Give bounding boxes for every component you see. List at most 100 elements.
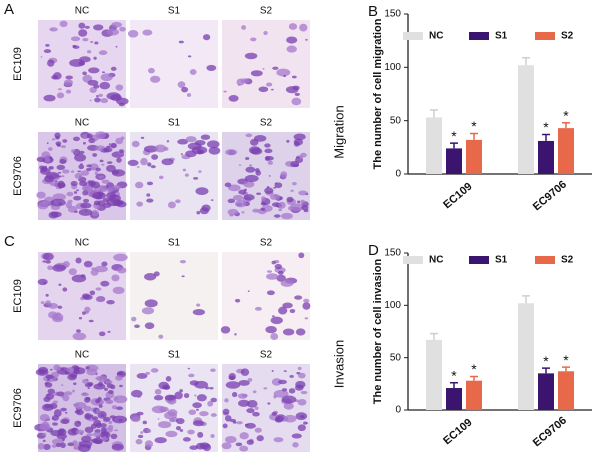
cell: [136, 373, 148, 379]
cell: [151, 154, 159, 160]
cell: [127, 159, 139, 167]
cell: [62, 394, 70, 402]
cell: [271, 369, 274, 373]
cell: [100, 423, 107, 428]
cell: [252, 390, 257, 394]
cell: [179, 389, 183, 393]
cell: [74, 210, 78, 213]
cell: [181, 275, 185, 278]
cell: [183, 393, 190, 399]
cell: [110, 66, 117, 71]
cell: [72, 136, 80, 142]
cell: [43, 282, 47, 285]
cell: [53, 409, 62, 417]
cell: [42, 252, 54, 261]
cell: [158, 421, 172, 429]
cell: [75, 257, 82, 264]
error-bar: [450, 382, 458, 389]
cell: [49, 368, 53, 371]
cell: [150, 368, 159, 373]
significance: *: [471, 361, 477, 377]
cell: [95, 131, 107, 139]
cell: [107, 424, 114, 430]
cell: [291, 181, 297, 186]
cell: [56, 391, 65, 397]
cell: [225, 435, 237, 444]
cell: [250, 70, 263, 77]
cell: [47, 59, 55, 67]
cell: [192, 402, 202, 409]
cell: [73, 401, 87, 410]
cell: [89, 99, 92, 102]
micrograph: [130, 252, 218, 340]
cell: [300, 390, 308, 395]
cell: [95, 376, 104, 381]
cell: [80, 202, 92, 209]
cell: [60, 145, 66, 149]
cell: [303, 209, 309, 213]
cell: [57, 171, 62, 174]
cell: [92, 153, 98, 158]
cell: [37, 201, 49, 210]
cell: [157, 418, 160, 420]
error-bar: [430, 109, 438, 118]
cell: [186, 93, 192, 97]
cell: [70, 36, 81, 42]
bar: [426, 339, 442, 410]
cell: [154, 437, 167, 444]
cell: [197, 431, 204, 438]
cell: [195, 187, 209, 195]
cell: [85, 366, 90, 370]
cell: [119, 384, 123, 388]
cell: [105, 399, 114, 405]
legend-label: S2: [561, 31, 574, 42]
cell: [175, 418, 185, 425]
bar: [446, 148, 462, 174]
cell: [71, 274, 87, 283]
cell: [291, 97, 302, 106]
cell: [43, 94, 56, 102]
cell: [56, 92, 65, 99]
cell: [224, 182, 232, 188]
cell: [111, 274, 120, 282]
cell: [167, 201, 176, 209]
cell: [81, 185, 94, 192]
cell: [59, 158, 67, 165]
cell: [296, 200, 301, 204]
cell: [234, 333, 237, 336]
cell: [112, 200, 123, 207]
cell: [93, 383, 106, 390]
cell: [169, 418, 175, 423]
cell: [73, 367, 86, 375]
cell: [111, 21, 123, 28]
bar: [538, 140, 554, 174]
cell: [154, 388, 162, 395]
cell: [62, 260, 70, 268]
cell: [47, 147, 53, 151]
cell: [146, 428, 152, 433]
cell: [240, 368, 250, 376]
cell: [192, 420, 205, 427]
cell: [270, 88, 274, 91]
cell: [222, 408, 230, 415]
cell: [114, 429, 119, 432]
cell: [267, 160, 274, 165]
cell: [103, 147, 113, 153]
cell: [127, 30, 139, 38]
bar: [518, 303, 534, 410]
cell: [44, 157, 51, 162]
cell: [200, 134, 211, 140]
cell: [60, 442, 66, 449]
cell: [288, 388, 296, 394]
cell: [228, 372, 236, 381]
y-axis-label: The number of cell invasion: [372, 258, 384, 404]
cell: [224, 415, 232, 422]
significance: *: [543, 353, 549, 369]
cell: [196, 211, 201, 215]
panel-letter: D: [368, 242, 379, 259]
cell: [244, 423, 249, 427]
cell: [228, 95, 239, 102]
cell: [107, 330, 111, 333]
cell: [198, 150, 205, 155]
cell: [72, 389, 75, 393]
